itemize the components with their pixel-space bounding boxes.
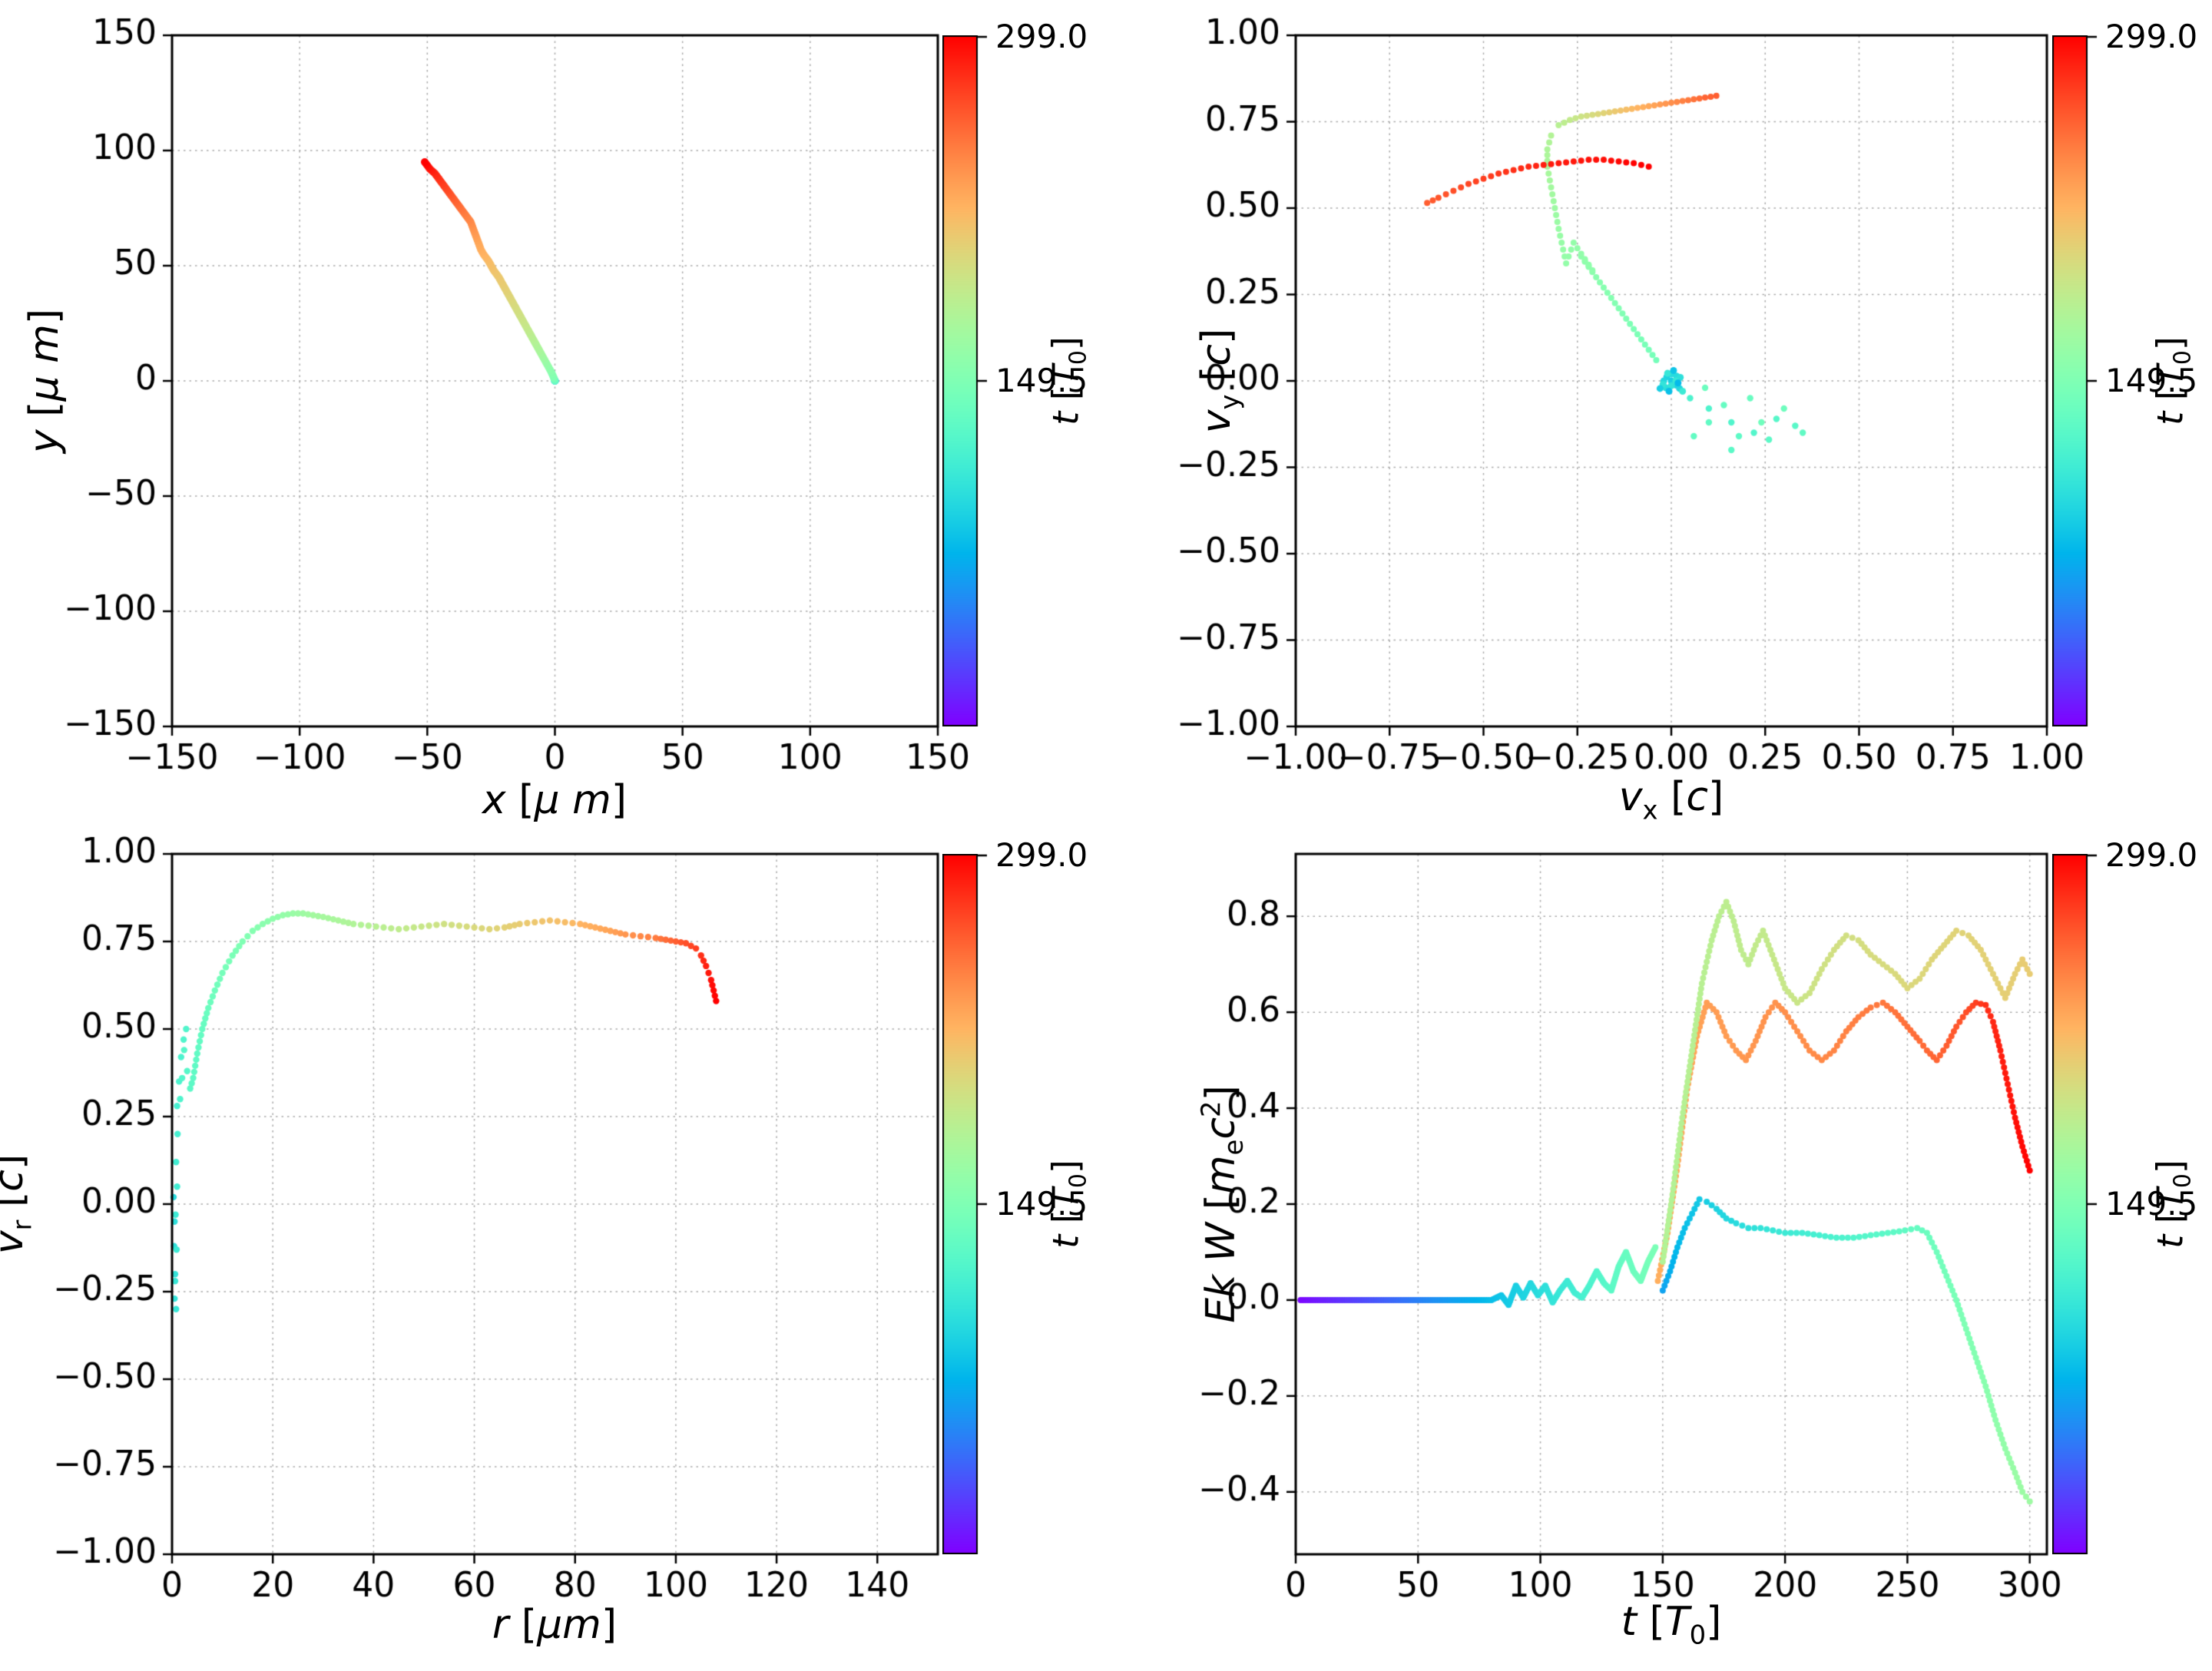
colorbar-canvas-vr	[942, 854, 988, 1554]
colorbar-max-tick-label: 299.0	[995, 18, 1088, 55]
x-axis-label-trajectory: x [μ m]	[482, 777, 628, 823]
x-axis-label-energy: t [T0]	[1621, 1598, 1722, 1650]
colorbar-max-tick-label: 299.0	[995, 836, 1088, 874]
colorbar-mid-tick-label: 149.5	[2105, 1185, 2198, 1223]
vr-vs-r-plot-canvas	[34, 835, 992, 1643]
energy-vs-time-plot-canvas	[1157, 835, 2101, 1643]
y-axis-label-vr: vr [c]	[0, 1154, 38, 1254]
y-axis-label-velocity: vy [c]	[1193, 328, 1245, 434]
colorbar-mid-tick-label: 149.5	[2105, 362, 2198, 399]
colorbar-max-tick-label: 299.0	[2105, 18, 2198, 55]
colorbar-canvas-energy	[2052, 854, 2098, 1554]
x-axis-label-vr: r [μm]	[492, 1602, 618, 1648]
colorbar-mid-tick-label: 149.5	[995, 362, 1088, 399]
colorbar-canvas-trajectory	[942, 35, 988, 726]
y-axis-label-energy: Ek W [mec2]	[1196, 1085, 1249, 1323]
trajectory-xy-plot-canvas	[34, 16, 992, 815]
colorbar-canvas-velocity	[2052, 35, 2098, 726]
colorbar-max-tick-label: 299.0	[2105, 836, 2198, 874]
velocity-space-plot-canvas	[1157, 16, 2101, 815]
x-axis-label-velocity: vx [c]	[1618, 773, 1724, 826]
colorbar-mid-tick-label: 149.5	[995, 1185, 1088, 1223]
y-axis-label-trajectory: y [μ m]	[22, 308, 68, 454]
